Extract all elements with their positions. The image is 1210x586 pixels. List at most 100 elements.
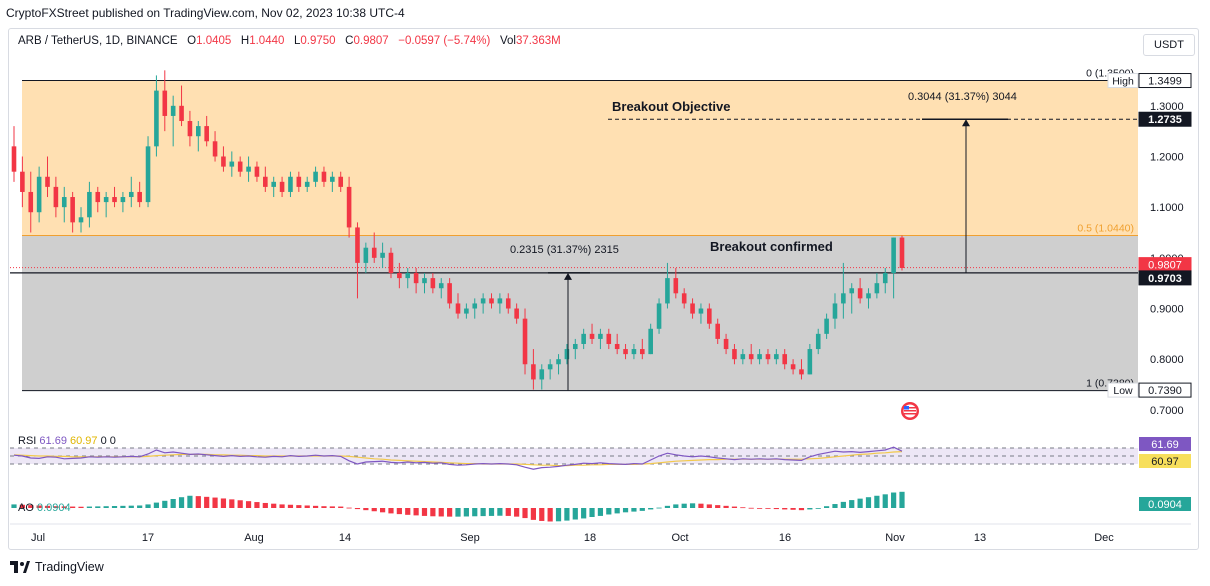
rsi-ma-tag-box — [1139, 454, 1191, 468]
ao-bar — [463, 508, 469, 517]
legend-high: H1.0440 — [240, 35, 285, 47]
ao-bar — [589, 508, 595, 517]
candle-body — [162, 90, 168, 116]
ao-bar — [137, 505, 143, 508]
fib-zone-lower — [22, 235, 1138, 391]
candle-body — [204, 126, 209, 142]
ao-bar — [505, 508, 511, 516]
ao-bar — [438, 508, 444, 517]
symbol-name[interactable]: ARB / TetherUS, 1D, BINANCE — [18, 35, 178, 47]
rsi-title[interactable]: RSI — [18, 435, 37, 447]
ao-bar — [145, 504, 151, 508]
price-tag-label: Low — [1113, 385, 1133, 397]
ao-bar — [631, 508, 637, 512]
measure-left-label: 0.2315 (31.37%) 2315 — [510, 244, 619, 256]
event-flag-stripe — [904, 407, 916, 409]
legend-open: O1.0405 — [187, 35, 232, 47]
ao-bar — [472, 508, 478, 517]
ao-bar — [178, 497, 185, 508]
legend-low: L0.9750 — [293, 35, 336, 47]
ao-bar — [279, 504, 285, 508]
x-tick-label: 17 — [142, 532, 154, 544]
ao-bar — [656, 507, 662, 509]
ao-bar — [514, 508, 520, 517]
ao-bar — [681, 503, 687, 508]
candle-body — [740, 354, 746, 360]
candle-body — [623, 349, 628, 355]
candle-body — [11, 146, 17, 172]
candle-body — [296, 176, 302, 187]
candle-body — [70, 197, 75, 223]
ao-bar — [748, 507, 754, 509]
ao-bar — [648, 508, 654, 510]
candle-body — [774, 354, 779, 360]
ao-bar — [212, 497, 218, 508]
candle-body — [221, 156, 226, 167]
ao-bar — [824, 506, 830, 508]
y-tick-label: 1.2000 — [1150, 151, 1184, 163]
candle-body — [179, 105, 184, 122]
footer-brand[interactable]: TradingView — [10, 560, 104, 574]
candle-body — [447, 283, 452, 304]
tradingview-logo-icon — [10, 561, 30, 573]
candle-body — [28, 191, 34, 213]
candle-body — [237, 161, 243, 172]
candle-body — [413, 273, 419, 284]
ao-bar — [162, 500, 168, 508]
rsi-ma-value: 60.97 — [70, 435, 98, 447]
ao-bar — [245, 501, 252, 508]
ao-bar — [19, 504, 25, 508]
ao-bar — [497, 508, 503, 516]
ao-bar — [581, 508, 587, 519]
ao-bar — [363, 508, 369, 511]
ao-bar — [380, 508, 386, 513]
candle-body — [757, 354, 762, 360]
legend-volume: Vol37.363M — [499, 35, 561, 47]
ao-title[interactable]: AO — [18, 502, 34, 514]
x-tick-label: Aug — [244, 532, 264, 544]
ao-bar — [312, 505, 319, 508]
candle-body — [815, 333, 821, 350]
candle-body — [304, 181, 310, 187]
breakout-objective-label: Breakout Objective — [612, 99, 731, 114]
candle-body — [681, 293, 687, 304]
price-tag-value: 0.7390 — [1148, 385, 1182, 397]
measure-right-arrow — [962, 119, 970, 127]
ao-bar — [128, 505, 134, 508]
candle-body — [799, 369, 804, 375]
candle-body — [497, 298, 503, 304]
candle-body — [313, 171, 318, 182]
ao-bar — [229, 499, 235, 508]
price-tag-value: 1.2735 — [1148, 114, 1182, 126]
ao-bar — [882, 494, 888, 508]
price-tag-box — [1138, 270, 1192, 286]
candle-body — [363, 247, 369, 263]
ao-bar — [28, 505, 34, 508]
ao-bar — [790, 508, 796, 510]
candle-body — [36, 176, 42, 213]
ao-bar — [673, 504, 679, 508]
candle-body — [539, 369, 545, 380]
ao-bar — [530, 508, 536, 520]
candle-body — [698, 308, 704, 314]
ao-bar — [338, 506, 344, 508]
ao-bar — [547, 508, 553, 522]
candle-body — [547, 364, 553, 370]
ao-bar — [706, 504, 712, 508]
ao-bar — [271, 503, 277, 508]
price-tag-label: High — [1112, 76, 1134, 88]
event-flag-stripe — [904, 413, 916, 415]
x-tick-label: 14 — [339, 532, 351, 544]
candle-body — [229, 161, 235, 167]
currency-button[interactable]: USDT — [1143, 34, 1195, 56]
candle-body — [45, 176, 50, 187]
ao-bar — [539, 508, 545, 521]
candle-body — [137, 191, 142, 203]
candle-body — [589, 333, 595, 339]
price-tag-value: 0.9703 — [1148, 273, 1182, 285]
ao-bar — [815, 508, 821, 509]
price-tag-label-box — [1107, 382, 1139, 398]
ao-bar — [262, 502, 268, 508]
ao-bar — [891, 492, 897, 508]
